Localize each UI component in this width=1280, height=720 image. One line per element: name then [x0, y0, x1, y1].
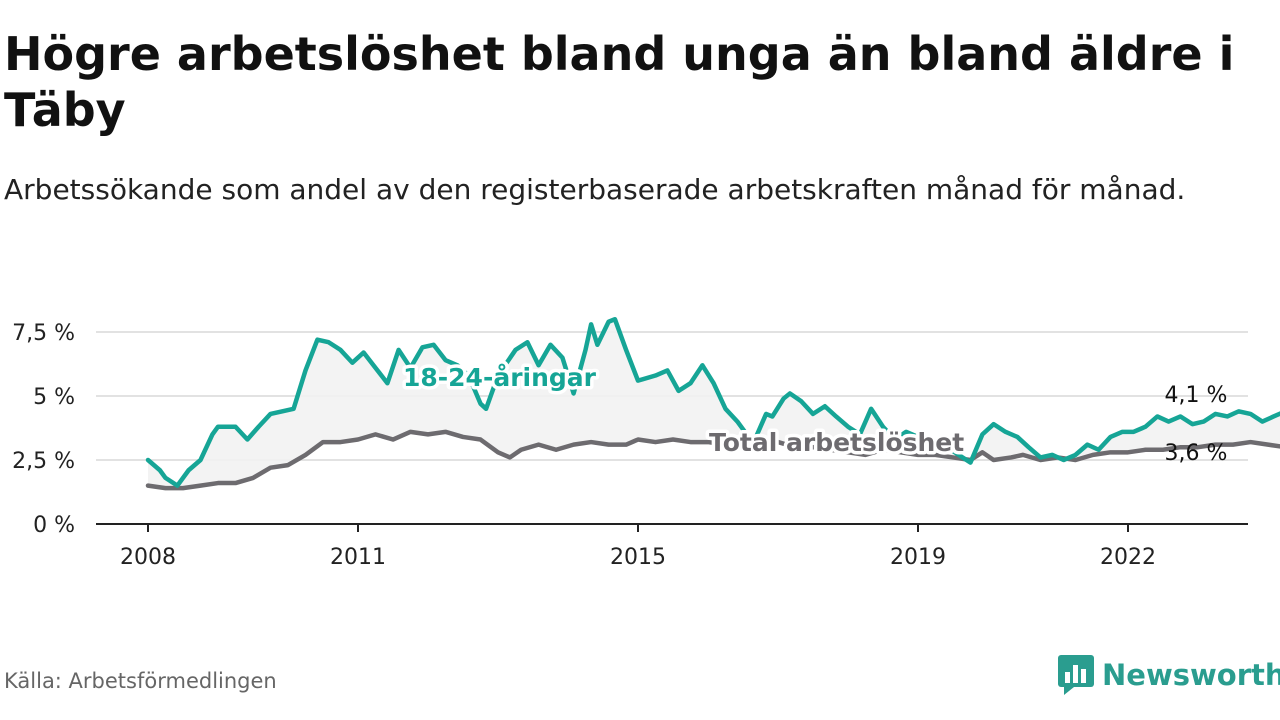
youth-end-label: 4,1 %	[1165, 383, 1228, 408]
total-series-line	[145, 429, 1280, 491]
chart-title: Högre arbetslöshet bland unga än bland ä…	[4, 27, 1235, 137]
x-tick-label: 2008	[120, 545, 176, 570]
bar-chart-logo-icon	[1058, 655, 1094, 695]
x-tick-label: 2019	[890, 545, 946, 570]
chart-subtitle: Arbetssökande som andel av den registerb…	[4, 173, 1186, 206]
gap-band	[148, 319, 1280, 489]
brand-name: Newsworthy	[1102, 658, 1280, 692]
youth-series-label: 18-24-åringar	[403, 363, 597, 392]
youth-series-line	[145, 316, 1280, 488]
total-end-label: 3,6 %	[1165, 441, 1228, 466]
y-tick-label: 0 %	[33, 513, 75, 538]
newsworthy-logo[interactable]: Newsworthy	[1058, 654, 1280, 696]
x-tick-label: 2015	[610, 545, 666, 570]
total-series-label-halo: Total arbetslöshet	[709, 428, 964, 457]
x-tick-label: 2022	[1100, 545, 1156, 570]
y-tick-label: 2,5 %	[12, 449, 75, 474]
source-note: Källa: Arbetsförmedlingen	[4, 669, 277, 693]
total-series-label: Total arbetslöshet	[709, 428, 964, 457]
youth-series-label-halo: 18-24-åringar	[403, 363, 597, 392]
y-tick-label: 7,5 %	[12, 321, 75, 346]
line-chart: 0 % 2,5 % 5 % 7,5 % 2008 2011 2015 2019 2022 4,1 …	[12, 316, 1280, 570]
x-tick-label: 2011	[330, 545, 386, 570]
y-tick-label: 5 %	[33, 385, 75, 410]
